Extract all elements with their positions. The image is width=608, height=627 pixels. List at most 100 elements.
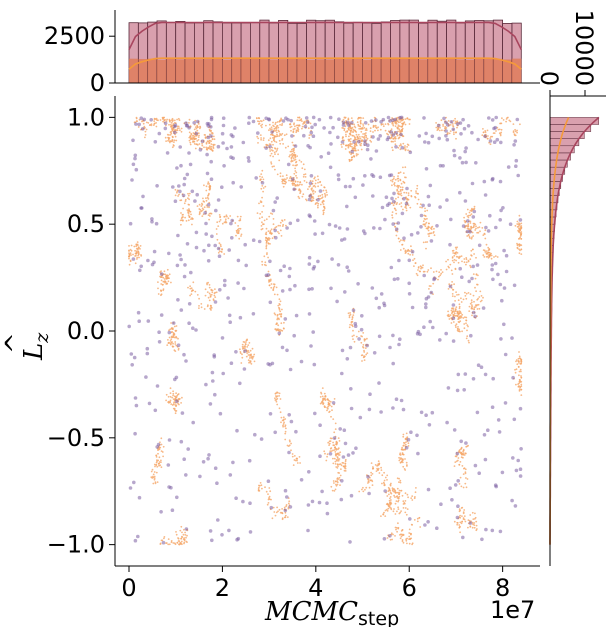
- scatter-point-dense: [188, 208, 190, 210]
- scatter-point-dense: [215, 233, 218, 235]
- scatter-point-dense: [444, 127, 446, 130]
- scatter-point-sparse: [504, 269, 509, 274]
- scatter-point-dense: [367, 482, 369, 484]
- top-hist-bar-inner: [455, 59, 466, 83]
- scatter-point-dense: [290, 150, 293, 153]
- scatter-point-sparse: [474, 161, 478, 165]
- scatter-point-dense: [269, 243, 271, 245]
- scatter-point-sparse: [399, 115, 404, 120]
- scatter-point-dense: [472, 273, 475, 275]
- scatter-point-dense: [448, 132, 451, 135]
- scatter-point-dense: [450, 322, 453, 324]
- scatter-point-dense: [224, 220, 227, 223]
- scatter-point-dense: [160, 270, 163, 272]
- scatter-point-dense: [453, 312, 456, 315]
- scatter-point-dense: [457, 293, 460, 296]
- scatter-point-dense: [500, 128, 503, 131]
- scatter-point-dense: [447, 288, 450, 290]
- scatter-point-sparse: [481, 306, 486, 310]
- scatter-point-dense: [188, 192, 191, 195]
- scatter-point-sparse: [230, 218, 234, 223]
- scatter-point-sparse: [235, 537, 239, 542]
- scatter-point-dense: [212, 143, 215, 146]
- scatter-point-sparse: [402, 236, 406, 240]
- scatter-point-dense: [389, 501, 392, 504]
- scatter-point-dense: [184, 200, 187, 203]
- main-y-ticks: 1.00.50.0−0.5−1.0: [47, 103, 115, 559]
- scatter-point-dense: [358, 127, 361, 130]
- scatter-point-dense: [169, 387, 172, 390]
- scatter-point-sparse: [400, 145, 405, 150]
- scatter-point-dense: [354, 147, 357, 150]
- scatter-point-dense: [321, 201, 324, 204]
- scatter-point-dense: [168, 273, 171, 276]
- scatter-point-sparse: [231, 180, 235, 185]
- scatter-point-sparse: [345, 265, 350, 270]
- scatter-point-sparse: [374, 296, 379, 301]
- scatter-point-dense: [485, 250, 488, 253]
- scatter-point-dense: [206, 206, 209, 208]
- scatter-point-dense: [208, 218, 211, 221]
- scatter-point-dense: [224, 218, 227, 221]
- top-hist-bar-inner: [185, 58, 195, 83]
- scatter-point-sparse: [445, 123, 450, 127]
- scatter-point-dense: [163, 537, 165, 540]
- scatter-point-dense: [337, 447, 340, 450]
- scatter-point-dense: [322, 209, 325, 212]
- scatter-point-dense: [179, 129, 181, 132]
- scatter-point-dense: [139, 245, 142, 247]
- scatter-point-dense: [482, 254, 485, 257]
- scatter-point-dense: [251, 357, 254, 360]
- scatter-point-sparse: [518, 218, 523, 222]
- scatter-point-dense: [299, 183, 301, 186]
- scatter-point-sparse: [468, 521, 473, 525]
- scatter-point-dense: [237, 225, 240, 227]
- scatter-point-dense: [470, 237, 473, 240]
- scatter-point-dense: [502, 119, 505, 121]
- scatter-point-dense: [487, 251, 490, 254]
- scatter-point-dense: [184, 216, 187, 219]
- scatter-point-dense: [283, 506, 286, 509]
- scatter-point-dense: [403, 191, 406, 194]
- scatter-point-dense: [248, 357, 251, 359]
- scatter-point-sparse: [451, 316, 456, 321]
- scatter-point-sparse: [227, 528, 231, 533]
- scatter-point-dense: [389, 497, 391, 500]
- scatter-point-dense: [347, 128, 350, 131]
- scatter-point-sparse: [131, 138, 135, 143]
- scatter-point-dense: [394, 535, 396, 537]
- top-hist-bar-inner: [493, 58, 503, 83]
- scatter-point-dense: [224, 215, 226, 218]
- scatter-point-dense: [449, 130, 452, 133]
- scatter-point-dense: [271, 213, 274, 215]
- scatter-point-dense: [212, 146, 215, 148]
- scatter-point-sparse: [511, 456, 515, 460]
- scatter-point-dense: [311, 189, 313, 191]
- scatter-point-dense: [283, 516, 286, 519]
- scatter-point-dense: [293, 123, 295, 126]
- top-hist-bar-inner: [259, 59, 270, 83]
- scatter-point-dense: [471, 511, 474, 514]
- scatter-point-dense: [475, 290, 477, 293]
- scatter-point-dense: [161, 117, 164, 119]
- scatter-point-dense: [391, 184, 393, 187]
- scatter-point-dense: [314, 182, 317, 185]
- scatter-point-dense: [461, 515, 463, 517]
- scatter-point-dense: [183, 542, 185, 545]
- scatter-point-dense: [261, 126, 263, 129]
- scatter-point-sparse: [394, 131, 399, 135]
- scatter-point-sparse: [131, 257, 136, 261]
- scatter-point-sparse: [471, 264, 476, 269]
- scatter-point-sparse: [336, 173, 341, 177]
- scatter-point-dense: [165, 140, 168, 143]
- scatter-point-dense: [360, 142, 363, 145]
- scatter-point-dense: [236, 215, 239, 218]
- scatter-point-sparse: [281, 119, 286, 123]
- scatter-point-sparse: [234, 496, 238, 501]
- scatter-point-dense: [435, 122, 437, 124]
- scatter-point-dense: [325, 191, 328, 194]
- scatter-point-dense: [400, 239, 402, 242]
- scatter-point-sparse: [451, 303, 456, 307]
- scatter-point-dense: [208, 128, 211, 131]
- scatter-point-dense: [372, 131, 374, 133]
